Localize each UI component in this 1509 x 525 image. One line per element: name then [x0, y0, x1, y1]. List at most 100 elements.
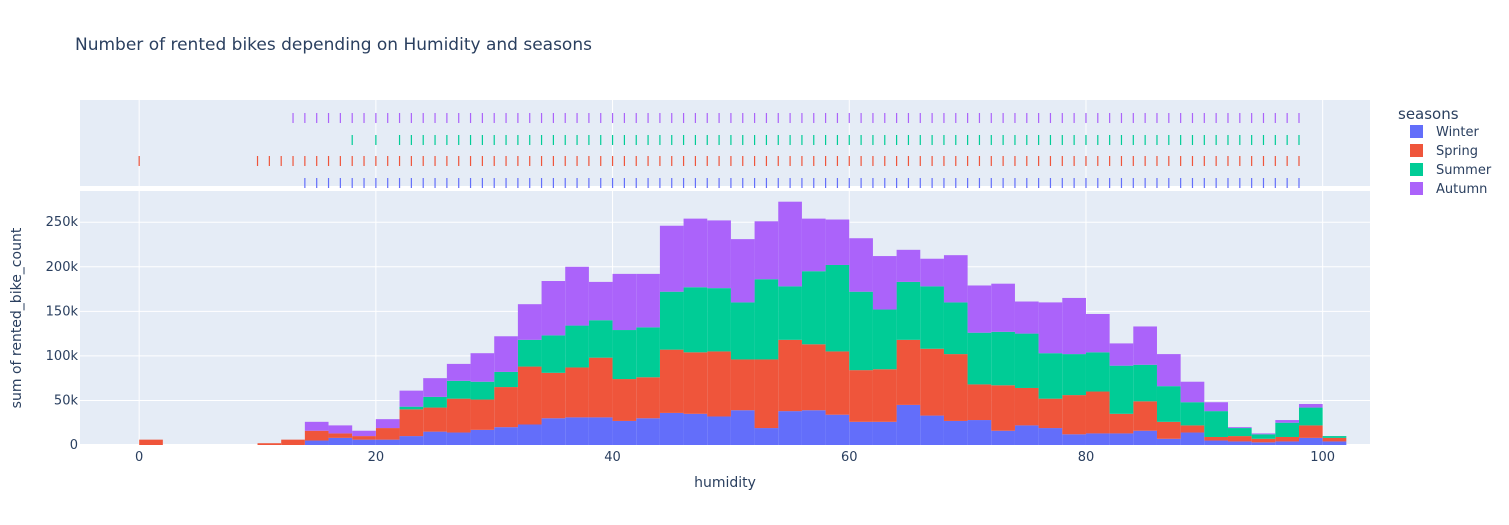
bar-summer: [896, 281, 921, 340]
bar-spring: [659, 349, 684, 413]
bar-summer: [612, 330, 637, 380]
bar-autumn: [1038, 302, 1063, 354]
rug-marks: [138, 113, 1300, 188]
bar-winter: [446, 432, 471, 445]
y-tick-label: 50k: [54, 393, 79, 408]
bar-autumn: [1133, 326, 1157, 365]
bar-winter: [943, 420, 968, 445]
bar-summer: [517, 339, 542, 367]
bar-spring: [754, 359, 779, 429]
bar-spring: [1251, 438, 1276, 443]
bar-autumn: [1298, 404, 1323, 408]
bar-autumn: [1014, 301, 1039, 334]
bar-summer: [423, 396, 447, 408]
legend-swatch-autumn: [1410, 182, 1423, 195]
bar-spring: [1014, 387, 1039, 426]
bar-winter: [730, 410, 755, 445]
bar-autumn: [991, 283, 1015, 332]
bar-summer: [683, 287, 708, 353]
legend-swatch-summer: [1410, 163, 1423, 176]
bar-winter: [1038, 428, 1063, 445]
x-tick-label: 100: [1310, 450, 1335, 465]
bar-autumn: [1062, 297, 1086, 355]
bar-spring: [470, 399, 495, 430]
bar-autumn: [328, 425, 353, 434]
bar-summer: [1156, 386, 1181, 422]
bar-winter: [352, 439, 376, 445]
bar-winter: [541, 418, 566, 445]
bar-winter: [1204, 440, 1228, 445]
legend-label-autumn: Autumn: [1436, 182, 1487, 197]
bar-spring: [849, 370, 873, 422]
x-axis-ticks: 0 20 40 60 80 100: [135, 450, 1335, 465]
bar-summer: [943, 302, 968, 355]
bar-summer: [494, 371, 518, 388]
bar-spring: [920, 348, 944, 416]
bar-winter: [825, 414, 850, 445]
bar-spring: [517, 366, 542, 425]
bar-spring: [967, 384, 992, 421]
histogram-bars: [139, 201, 1347, 445]
bar-winter: [494, 427, 518, 445]
bar-summer: [446, 380, 471, 399]
bar-summer: [778, 286, 802, 340]
bar-summer: [1038, 353, 1063, 399]
bar-autumn: [1109, 343, 1134, 366]
bar-autumn: [470, 353, 495, 382]
bar-winter: [470, 429, 495, 445]
bar-winter: [1322, 441, 1347, 445]
y-tick-label: 150k: [46, 304, 79, 319]
bar-autumn: [730, 239, 755, 303]
y-tick-label: 100k: [46, 349, 79, 364]
bar-summer: [1275, 422, 1299, 437]
bar-spring: [636, 377, 660, 419]
bar-winter: [1133, 430, 1157, 445]
bar-autumn: [304, 421, 329, 431]
bar-autumn: [872, 256, 897, 310]
bar-spring: [683, 352, 708, 414]
bar-summer: [470, 381, 495, 400]
bar-spring: [778, 339, 802, 412]
chart-title: Number of rented bikes depending on Humi…: [75, 35, 592, 55]
bar-winter: [872, 421, 897, 445]
bar-winter: [754, 428, 779, 445]
bar-summer: [967, 332, 992, 385]
bar-autumn: [541, 281, 566, 336]
bar-autumn: [920, 258, 944, 287]
bar-spring: [730, 359, 755, 411]
bar-autumn: [1204, 402, 1228, 412]
bar-autumn: [399, 390, 424, 407]
bar-winter: [683, 413, 708, 445]
bar-summer: [659, 291, 684, 350]
bar-summer: [1085, 352, 1110, 392]
bar-autumn: [588, 281, 613, 321]
bar-spring: [1038, 398, 1063, 429]
bar-spring: [494, 387, 518, 428]
bar-autumn: [352, 430, 376, 437]
bar-autumn: [967, 285, 992, 333]
bar-spring: [1109, 413, 1134, 434]
bar-winter: [1180, 432, 1205, 445]
bar-winter: [565, 417, 589, 445]
bar-spring: [1322, 437, 1347, 442]
bar-spring: [991, 385, 1015, 431]
bar-winter: [517, 424, 542, 445]
bar-summer: [754, 279, 779, 360]
bar-winter: [801, 410, 826, 445]
bar-summer: [1133, 364, 1157, 402]
bar-winter: [778, 411, 802, 445]
bar-winter: [328, 437, 353, 445]
bar-autumn: [896, 249, 921, 282]
legend-label-spring: Spring: [1436, 144, 1478, 159]
bar-spring: [1085, 391, 1110, 434]
bar-autumn: [943, 255, 968, 303]
bar-spring: [304, 430, 329, 441]
bar-summer: [1109, 365, 1134, 414]
bar-summer: [825, 264, 850, 352]
bar-summer: [1204, 411, 1228, 437]
bar-spring: [707, 351, 731, 417]
bar-autumn: [778, 201, 802, 287]
bar-autumn: [707, 220, 731, 289]
bar-autumn: [683, 218, 708, 288]
bar-summer: [707, 288, 731, 352]
